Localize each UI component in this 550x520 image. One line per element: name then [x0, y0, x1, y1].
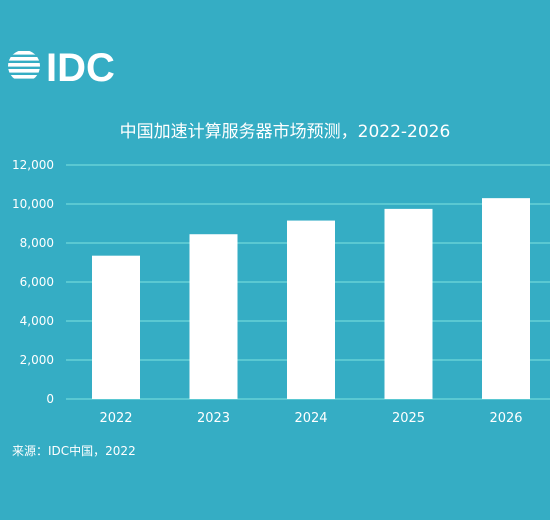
source-note: 来源：IDC中国，2022 — [12, 444, 136, 458]
globe-icon — [8, 51, 40, 79]
bar-2023 — [189, 234, 238, 399]
bar-2024 — [287, 220, 335, 399]
y-axis-ticks: 0 2,000 4,000 6,000 8,000 10,000 12,000 — [12, 158, 54, 406]
x-tick-label: 2024 — [294, 411, 327, 426]
bar-2022 — [92, 255, 140, 399]
y-tick-label: 4,000 — [20, 314, 54, 328]
x-tick-label: 2022 — [99, 411, 132, 426]
y-tick-label: 6,000 — [20, 275, 54, 289]
x-tick-label: 2026 — [489, 411, 522, 426]
bar-2025 — [384, 208, 433, 399]
y-tick-label: 8,000 — [20, 236, 54, 250]
idc-logo: IDC — [8, 46, 115, 88]
logo-wordmark: IDC — [46, 46, 115, 88]
chart-title: 中国加速计算服务器市场预测，2022-2026 — [120, 122, 451, 142]
y-tick-label: 12,000 — [12, 158, 54, 172]
x-tick-label: 2023 — [197, 411, 230, 426]
bar-2026 — [482, 198, 530, 399]
x-tick-label: 2025 — [392, 411, 425, 426]
x-axis-ticks: 2022 2023 2024 2025 2026 — [99, 411, 522, 426]
bars — [92, 198, 530, 399]
y-tick-label: 0 — [46, 392, 54, 406]
y-tick-label: 2,000 — [20, 353, 54, 367]
y-tick-label: 10,000 — [12, 197, 54, 211]
